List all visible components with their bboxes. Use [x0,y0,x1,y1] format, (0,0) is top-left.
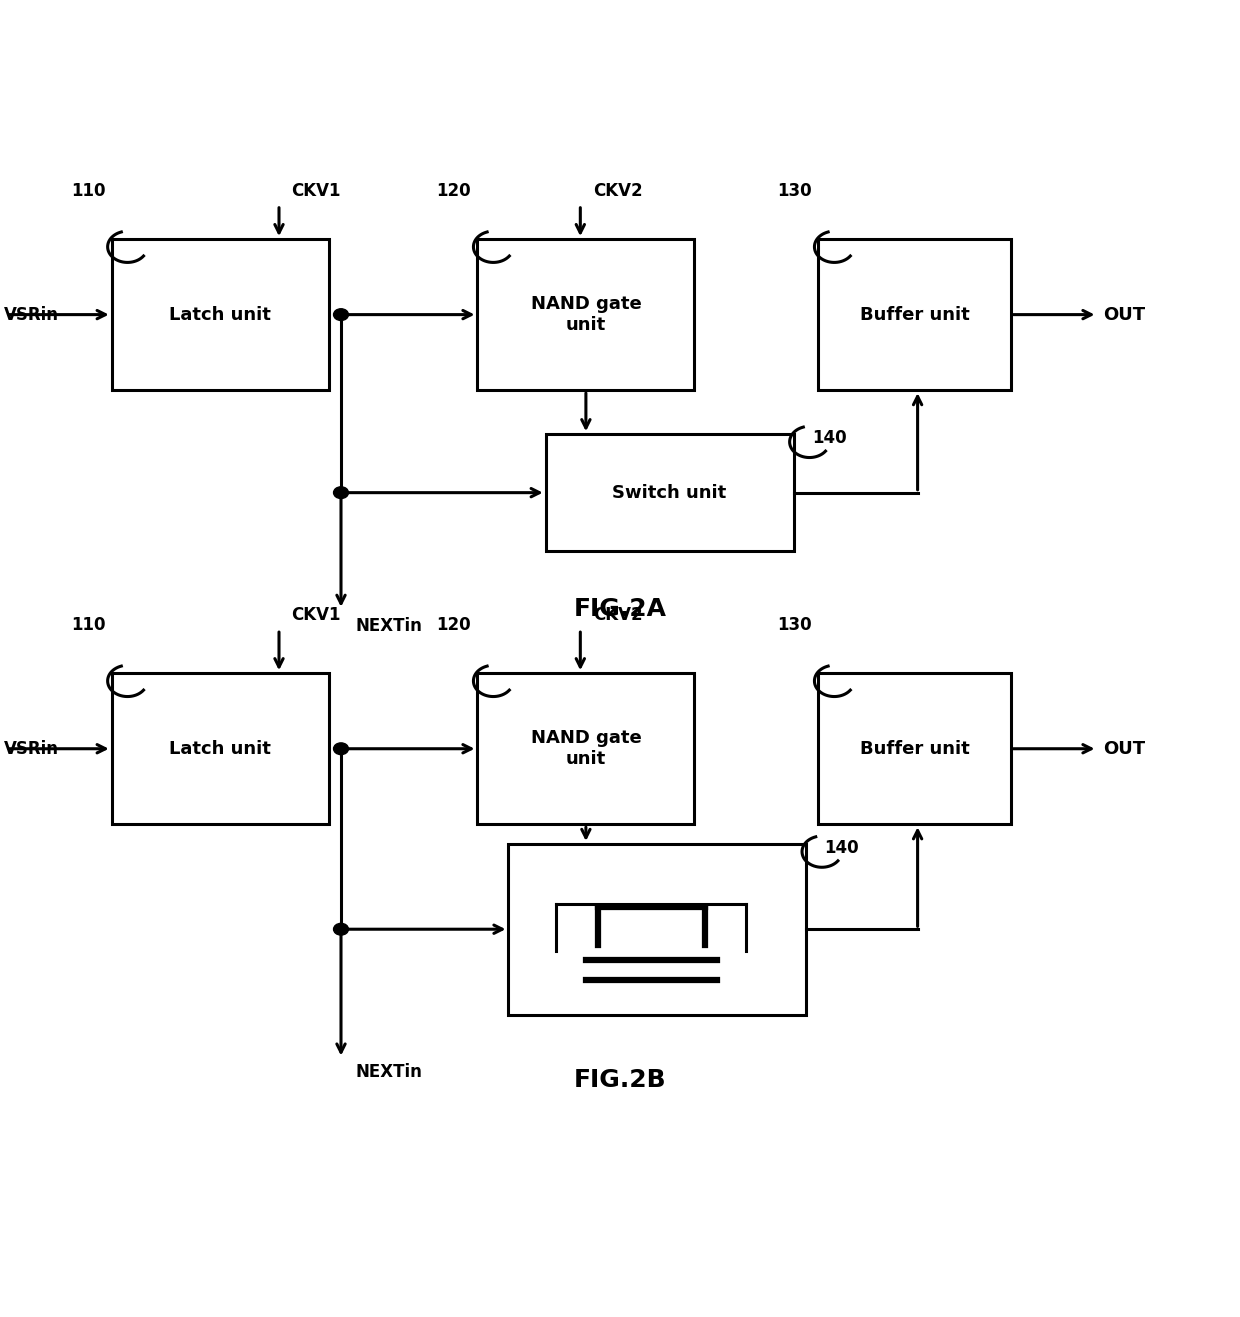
Bar [477,673,694,824]
Text: Switch unit: Switch unit [613,483,727,502]
Circle shape [334,308,348,320]
Text: 120: 120 [436,616,471,633]
Text: 140: 140 [825,839,859,857]
Text: VSRin: VSRin [4,306,58,324]
Text: FIG.2A: FIG.2A [573,597,667,622]
Bar [508,844,806,1014]
Text: 130: 130 [777,616,812,633]
Bar [112,238,329,390]
Text: OUT: OUT [1104,740,1146,757]
Text: 110: 110 [71,616,105,633]
Text: NEXTin: NEXTin [356,616,423,635]
Text: Buffer unit: Buffer unit [859,740,970,757]
Text: NEXTin: NEXTin [356,1063,423,1081]
Text: NAND gate
unit: NAND gate unit [531,730,641,768]
Text: 110: 110 [71,182,105,200]
Text: Latch unit: Latch unit [169,306,272,324]
Text: CKV2: CKV2 [593,606,642,624]
Circle shape [334,923,348,935]
Bar [818,673,1011,824]
Text: FIG.2B: FIG.2B [574,1068,666,1092]
Text: CKV2: CKV2 [593,182,642,200]
Bar [546,435,794,552]
Text: CKV1: CKV1 [291,606,341,624]
Text: VSRin: VSRin [4,740,58,757]
Bar [112,673,329,824]
Text: 130: 130 [777,182,812,200]
Circle shape [334,743,348,755]
Text: Latch unit: Latch unit [169,740,272,757]
Text: CKV1: CKV1 [291,182,341,200]
Bar [818,238,1011,390]
Bar [477,238,694,390]
Circle shape [334,487,348,499]
Text: NAND gate
unit: NAND gate unit [531,295,641,335]
Text: 120: 120 [436,182,471,200]
Text: Buffer unit: Buffer unit [859,306,970,324]
Text: 140: 140 [812,429,847,448]
Text: OUT: OUT [1104,306,1146,324]
